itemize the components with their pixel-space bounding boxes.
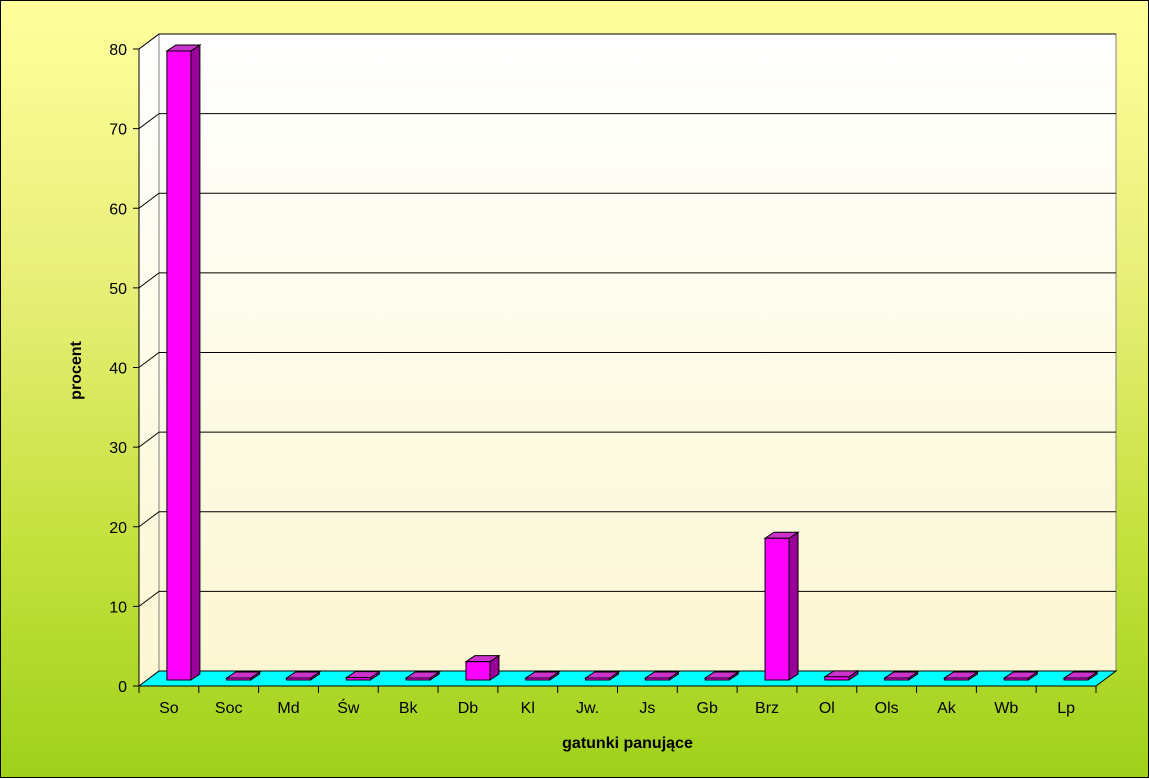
bar-side [788,531,799,681]
bar-front [764,537,790,681]
x-tick-label: Brz [755,700,779,717]
bar-front [644,677,670,681]
bar [583,671,621,681]
x-tick-labels: So Soc Md Św Bk Db Kl Jw. Js Gb Brz Ol Ols Ak Wb Lp [159,698,1075,717]
y-tick-label: 70 [109,122,127,139]
bar [284,671,322,681]
gridline-side [138,113,160,130]
bar [643,671,681,681]
x-tick-label: Bk [399,700,419,717]
bar [225,671,262,681]
y-tick-label: 10 [109,599,127,616]
y-tick-label: 20 [109,520,127,537]
gridline-side [138,431,160,448]
bar [883,671,920,681]
bar [165,44,202,681]
bar-front [704,677,730,681]
gridline-side [138,272,160,289]
bar [1062,671,1099,681]
x-tick-label: So [159,700,179,717]
bar-front [1003,677,1029,681]
bar-front [1063,677,1089,681]
x-tick-label: Kl [521,700,535,717]
bar-front [226,677,252,681]
gridline-side [138,511,160,528]
bars [165,44,1099,681]
bar [404,671,441,681]
bar [464,654,501,681]
bar-front [405,677,431,681]
x-tick-label: Gb [697,700,718,717]
bar [344,670,381,681]
x-tick-label: Wb [994,700,1018,717]
bar [942,671,980,681]
bar-front [943,677,969,681]
y-tick-labels: 0 10 20 30 40 50 60 70 80 [109,42,127,696]
y-tick-label: 40 [109,361,127,378]
y-tick-label: 30 [109,440,127,457]
x-tick-label: Soc [215,700,243,717]
x-tick-label: Db [458,700,479,717]
bar-side [190,44,201,681]
x-tick-label: Jw. [576,700,599,717]
bar [763,531,800,681]
y-tick-label: 80 [109,42,127,59]
y-tick-label: 50 [109,281,127,298]
bar [703,671,740,681]
bar [823,669,860,681]
gridline-side [138,352,160,368]
x-axis-title: gatunki panujące [562,735,693,752]
bar-front [465,661,491,681]
gridline-side [138,192,160,209]
x-tick-label: Ols [875,700,899,717]
x-tick-label: Ak [937,700,957,717]
gridline-side [138,590,160,607]
gridlines [138,33,1116,607]
x-tick-label: Md [277,700,299,717]
plot-walls [138,33,1117,687]
bar-front [884,677,910,681]
y-axis-title: procent [68,340,85,399]
y-tick-label: 0 [118,679,127,696]
axes [133,48,1097,693]
gridline-side [138,33,160,50]
bar-front [824,676,850,681]
x-tick-label: Lp [1057,700,1075,717]
bar-front [525,677,551,681]
bar-front [345,677,371,681]
x-tick-label: Ol [819,700,835,717]
bar-front [166,50,192,681]
y-tick-label: 60 [109,201,127,218]
x-tick-label: Js [639,700,655,717]
x-tick-label: Św [337,698,360,717]
bar-front [286,677,312,681]
bar [524,671,561,681]
bar-front [585,677,611,681]
bar [1002,671,1039,681]
